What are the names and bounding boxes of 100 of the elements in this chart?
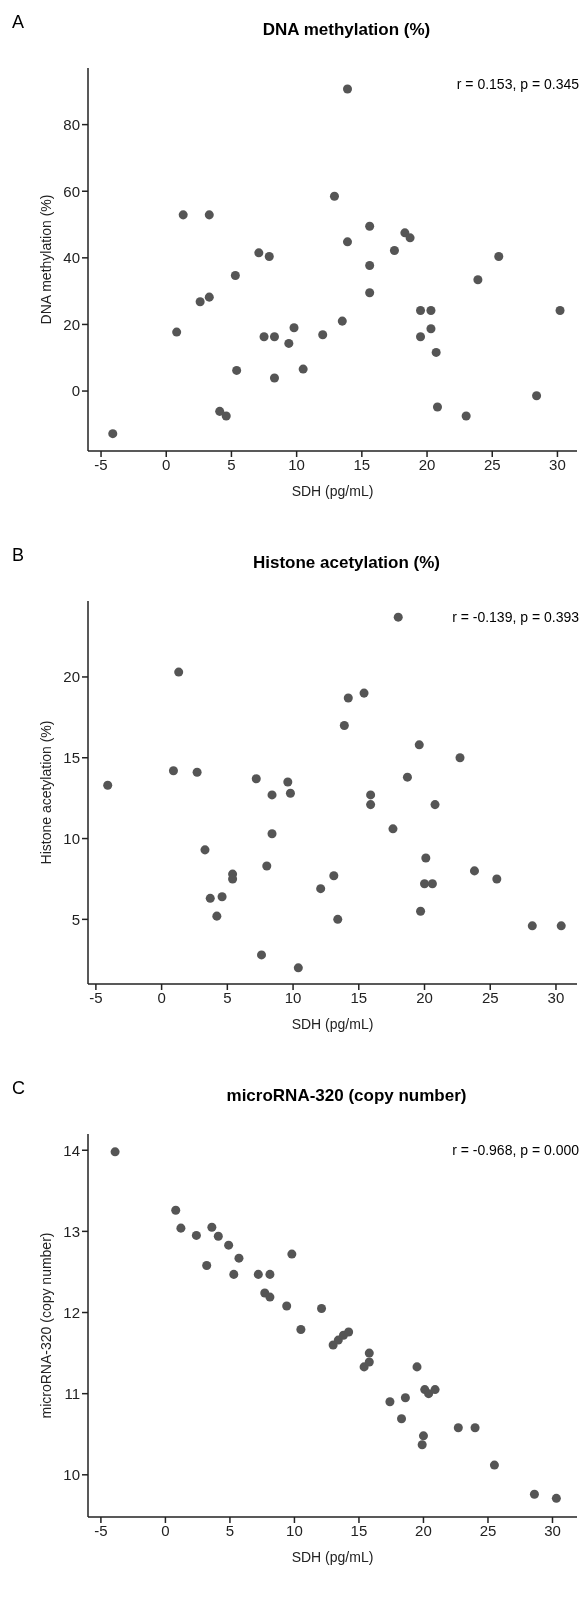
y-tick-label: 80 (63, 115, 80, 133)
point (269, 332, 279, 342)
y-tick-label: 10 (63, 1466, 80, 1484)
y-tick-label: 15 (63, 749, 80, 767)
x-tick-label: 20 (416, 988, 433, 1006)
point (202, 1260, 212, 1270)
y-tick-label: 40 (63, 249, 80, 267)
x-tick-label: 30 (547, 988, 565, 1006)
point (416, 332, 426, 342)
annotation: r = 0.153, p = 0.345 (456, 76, 579, 92)
point (532, 391, 542, 401)
point (461, 411, 471, 421)
point (427, 879, 437, 889)
annotation: r = -0.139, p = 0.393 (452, 609, 579, 625)
point (489, 1460, 499, 1470)
text: B (12, 545, 25, 566)
point (412, 1362, 422, 1372)
point (168, 766, 178, 776)
point (393, 612, 403, 622)
point (289, 323, 299, 333)
point (366, 800, 376, 810)
point (264, 252, 274, 262)
point (421, 853, 431, 863)
point (284, 338, 294, 348)
x-tick-label: 15 (350, 988, 368, 1006)
point (200, 845, 210, 855)
point (418, 1431, 428, 1441)
point (555, 305, 565, 315)
y-axis-title: microRNA-320 (copy number) (37, 1232, 54, 1419)
y-tick-label: 11 (64, 1384, 80, 1402)
y-axis-title: Histone acetylation (%) (37, 720, 54, 865)
point (298, 364, 308, 374)
point (283, 777, 293, 787)
x-axis-title: SDH (pg/mL) (291, 1016, 374, 1032)
point (108, 429, 118, 439)
point (397, 1414, 407, 1424)
point (103, 780, 113, 790)
point (389, 246, 399, 256)
point (333, 914, 343, 924)
point (213, 1231, 223, 1241)
point (317, 1303, 327, 1313)
point (417, 1440, 427, 1450)
point (217, 892, 227, 902)
point (551, 1493, 561, 1503)
point (364, 1357, 374, 1367)
point (172, 327, 182, 337)
point (316, 884, 326, 894)
point (426, 305, 436, 315)
point (192, 767, 202, 777)
point (359, 688, 369, 698)
point (455, 753, 465, 763)
point (232, 365, 242, 375)
point (293, 963, 303, 973)
y-tick-label: 10 (63, 829, 80, 847)
y-tick-label: 5 (71, 910, 80, 928)
point (267, 829, 277, 839)
point (414, 740, 424, 750)
point (251, 774, 261, 784)
point (259, 332, 269, 342)
point (296, 1325, 306, 1335)
point (344, 1327, 354, 1337)
point (176, 1223, 186, 1233)
point (174, 667, 184, 677)
y-tick-label: 60 (63, 182, 80, 200)
x-tick-label: 5 (227, 455, 236, 473)
y-tick-label: 13 (63, 1222, 80, 1240)
point (265, 1269, 275, 1279)
point (365, 260, 375, 270)
point (287, 1249, 297, 1259)
point (204, 292, 214, 302)
point (262, 861, 272, 871)
x-tick-label: 25 (483, 455, 501, 473)
point (473, 275, 483, 285)
point (254, 248, 264, 258)
point (426, 324, 436, 334)
x-tick-label: 5 (225, 1521, 235, 1539)
point (234, 1253, 244, 1263)
point (207, 1222, 217, 1232)
point (470, 1423, 480, 1433)
point (453, 1423, 463, 1433)
y-tick-label: 20 (63, 315, 80, 333)
point (402, 772, 412, 782)
point (365, 288, 375, 298)
point (171, 1205, 181, 1215)
y-axis-title: DNA methylation (%) (37, 194, 54, 325)
x-axis-title: SDH (pg/mL) (291, 1549, 374, 1565)
point (364, 1348, 374, 1358)
x-tick-label: 0 (157, 988, 166, 1006)
point (265, 1292, 275, 1302)
y-tick-label: 12 (63, 1303, 80, 1321)
y-tick-label: 14 (63, 1141, 80, 1159)
x-tick-label: -5 (89, 988, 103, 1006)
point (337, 316, 347, 326)
point (416, 906, 426, 916)
point (494, 252, 504, 262)
point (469, 866, 479, 876)
x-tick-label: -5 (94, 455, 108, 473)
point (282, 1301, 292, 1311)
point (195, 297, 205, 307)
point (529, 1489, 539, 1499)
